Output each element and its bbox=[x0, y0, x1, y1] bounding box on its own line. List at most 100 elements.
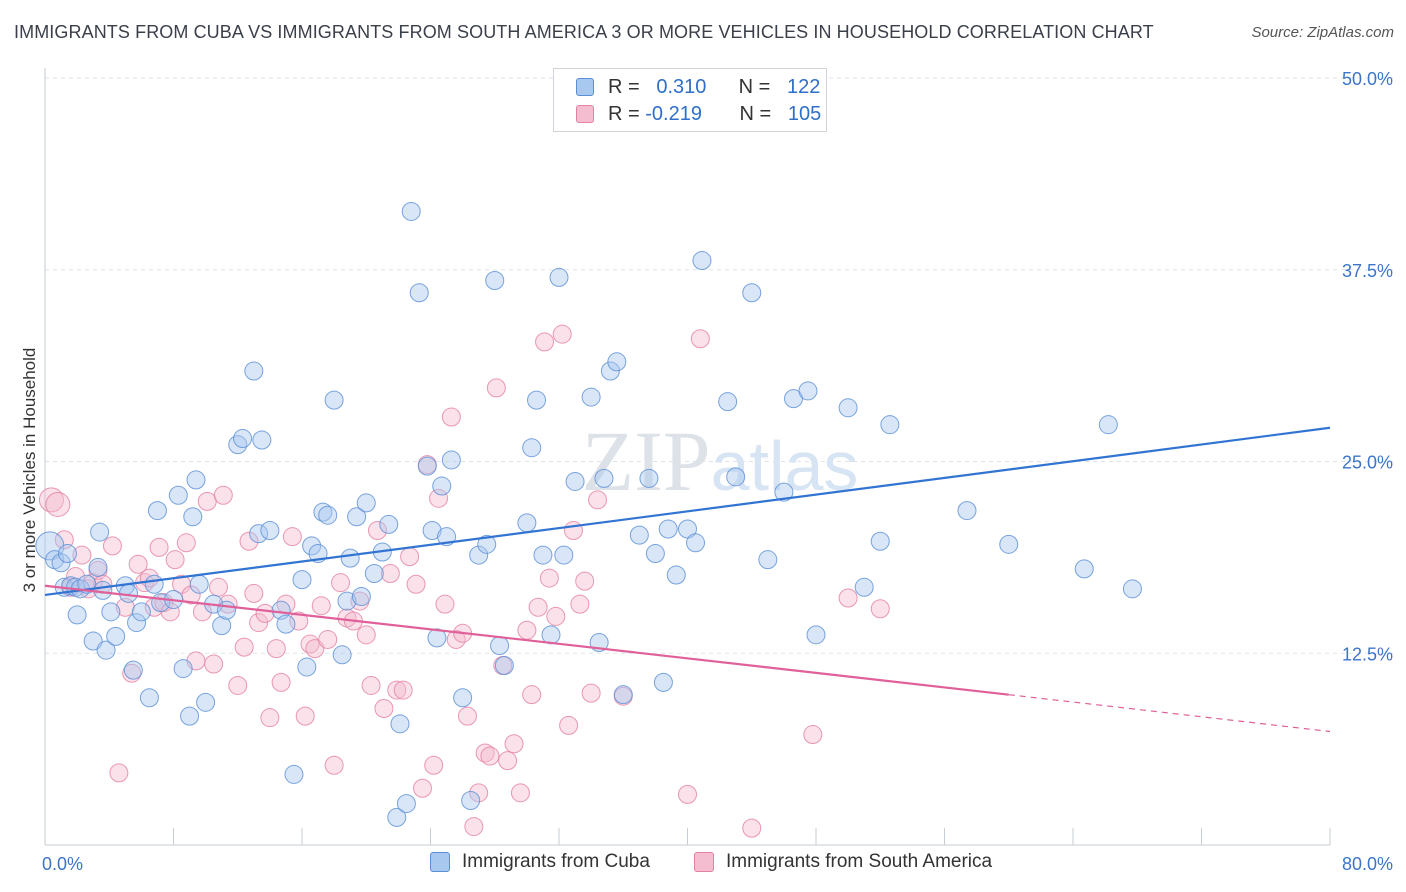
south-america-point bbox=[208, 577, 228, 597]
cuba-point bbox=[594, 468, 614, 488]
south-america-point bbox=[213, 485, 233, 505]
cuba-point bbox=[260, 521, 280, 541]
south-america-point bbox=[498, 751, 518, 771]
cuba-trend-line bbox=[44, 426, 1331, 597]
cuba-point bbox=[168, 485, 188, 505]
cuba-point bbox=[35, 531, 65, 561]
cuba-point bbox=[212, 616, 232, 636]
south-america-legend-label: Immigrants from South America bbox=[726, 851, 993, 872]
cuba-point bbox=[461, 791, 481, 811]
legend-row-cuba: R = 0.310 N = 122 bbox=[576, 74, 820, 100]
legend-item-south-america[interactable]: Immigrants from South America bbox=[694, 851, 992, 873]
cuba-point bbox=[297, 657, 317, 677]
legend-item-cuba[interactable]: Immigrants from Cuba bbox=[430, 851, 650, 873]
south-america-point bbox=[387, 680, 407, 700]
south-america-point bbox=[552, 324, 572, 344]
cuba-point bbox=[189, 574, 209, 594]
cuba-point bbox=[522, 438, 542, 458]
south-america-point bbox=[282, 527, 302, 547]
cuba-point bbox=[742, 283, 762, 303]
south-america-point bbox=[803, 725, 823, 745]
x-tick-label: 0.0% bbox=[42, 854, 83, 874]
cuba-point bbox=[629, 525, 649, 545]
cuba-point bbox=[96, 640, 116, 660]
cuba-point bbox=[139, 688, 159, 708]
south-america-point bbox=[504, 734, 524, 754]
series-cuba-points bbox=[35, 201, 1142, 827]
cuba-point bbox=[347, 507, 367, 527]
cuba-point bbox=[284, 764, 304, 784]
cuba-point bbox=[233, 428, 253, 448]
south-america-point bbox=[690, 329, 710, 349]
south-america-point bbox=[38, 487, 64, 513]
cuba-point bbox=[337, 591, 357, 611]
south-america-point bbox=[165, 550, 185, 570]
cuba-point bbox=[409, 283, 429, 303]
cuba-point bbox=[318, 505, 338, 525]
cuba-point bbox=[726, 467, 746, 487]
n-label: N = bbox=[739, 102, 772, 125]
cuba-point bbox=[196, 692, 216, 712]
cuba-point bbox=[51, 553, 71, 573]
cuba-point bbox=[607, 352, 627, 372]
y-tick-label: 12.5% bbox=[1342, 644, 1393, 664]
south-america-point bbox=[570, 594, 590, 614]
south-america-point bbox=[539, 568, 559, 588]
axes bbox=[44, 68, 1331, 846]
chart-title: IMMIGRANTS FROM CUBA VS IMMIGRANTS FROM … bbox=[14, 22, 1154, 42]
cuba-point bbox=[490, 636, 510, 656]
south-america-point bbox=[149, 537, 169, 557]
south-america-point bbox=[109, 763, 129, 783]
cuba-point bbox=[276, 614, 296, 634]
cuba-legend-swatch bbox=[430, 852, 450, 872]
cuba-point bbox=[252, 430, 272, 450]
cuba-point bbox=[999, 534, 1019, 554]
cuba-point bbox=[527, 390, 547, 410]
cuba-point bbox=[658, 519, 678, 539]
legend-row-south-america: R = -0.219 N = 105 bbox=[576, 101, 821, 127]
south-america-point bbox=[535, 332, 555, 352]
cuba-point bbox=[549, 267, 569, 287]
n-label: N = bbox=[738, 75, 771, 98]
south-america-swatch bbox=[576, 105, 594, 123]
south-america-trend-extension bbox=[1008, 694, 1331, 733]
cuba-point bbox=[390, 714, 410, 734]
south-america-point bbox=[102, 536, 122, 556]
cuba-point bbox=[477, 534, 497, 554]
cuba-point bbox=[774, 482, 794, 502]
cuba-point bbox=[422, 521, 442, 541]
cuba-point bbox=[453, 688, 473, 708]
south-america-point bbox=[122, 663, 142, 683]
cuba-point bbox=[432, 476, 452, 496]
cuba-point bbox=[441, 450, 461, 470]
cuba-point bbox=[144, 574, 164, 594]
cuba-point bbox=[324, 390, 344, 410]
cuba-point bbox=[880, 415, 900, 435]
r-value: 0.310 bbox=[656, 75, 707, 98]
cuba-point bbox=[93, 580, 113, 600]
south-america-legend-swatch bbox=[694, 852, 714, 872]
south-america-point bbox=[181, 585, 201, 605]
cuba-point bbox=[101, 602, 121, 622]
x-tick-label: 80.0% bbox=[1342, 854, 1393, 874]
south-america-point bbox=[588, 490, 608, 510]
south-america-point bbox=[318, 629, 338, 649]
south-america-point bbox=[234, 637, 254, 657]
cuba-point bbox=[666, 565, 686, 585]
south-america-point bbox=[546, 606, 566, 626]
series-legend: Immigrants from Cuba Immigrants from Sou… bbox=[0, 851, 1406, 877]
cuba-point bbox=[600, 361, 620, 381]
y-tick-label: 25.0% bbox=[1342, 453, 1393, 473]
south-america-point bbox=[486, 378, 506, 398]
cuba-point bbox=[332, 645, 352, 665]
south-america-point bbox=[380, 563, 400, 583]
cuba-point bbox=[88, 557, 108, 577]
y-tick-label: 37.5% bbox=[1342, 261, 1393, 281]
south-america-point bbox=[356, 625, 376, 645]
south-america-point bbox=[374, 698, 394, 718]
cuba-point bbox=[957, 501, 977, 521]
cuba-point bbox=[565, 471, 585, 491]
south-america-point bbox=[464, 817, 484, 837]
south-america-point bbox=[218, 594, 238, 614]
